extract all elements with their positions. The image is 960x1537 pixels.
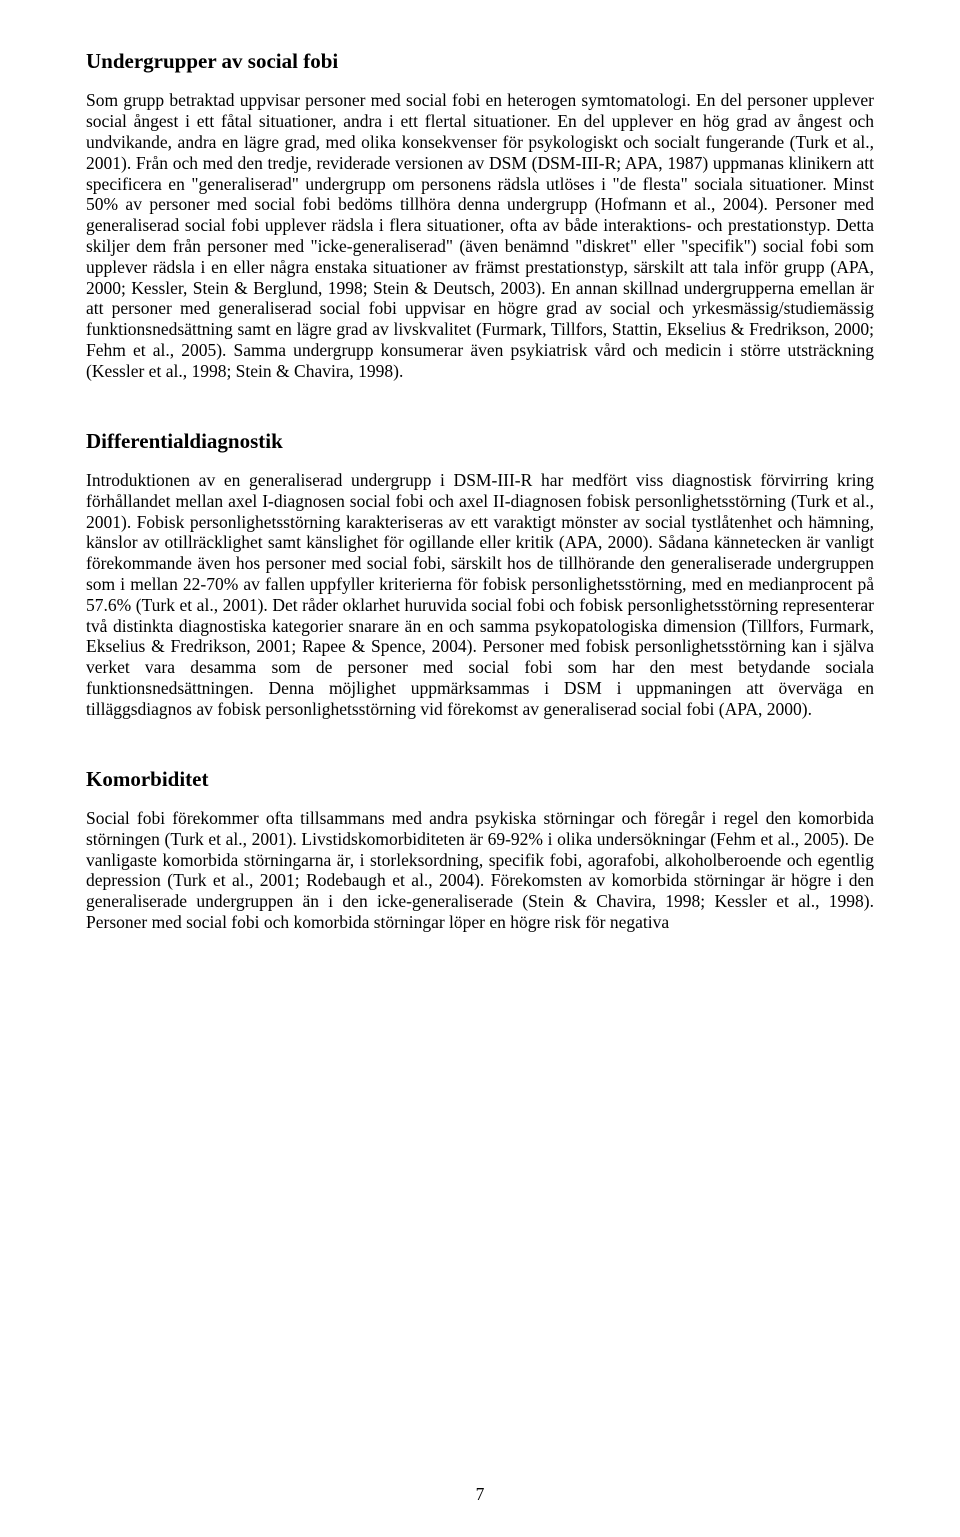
section-heading-undergrupper: Undergrupper av social fobi [86, 48, 874, 74]
page-number: 7 [0, 1484, 960, 1505]
section-heading-komorbiditet: Komorbiditet [86, 766, 874, 792]
section-body-komorbiditet: Social fobi förekommer ofta tillsammans … [86, 808, 874, 933]
section-heading-differentialdiagnostik: Differentialdiagnostik [86, 428, 874, 454]
section-body-differentialdiagnostik: Introduktionen av en generaliserad under… [86, 470, 874, 720]
section-body-undergrupper: Som grupp betraktad uppvisar personer me… [86, 90, 874, 381]
document-page: Undergrupper av social fobi Som grupp be… [0, 0, 960, 1537]
